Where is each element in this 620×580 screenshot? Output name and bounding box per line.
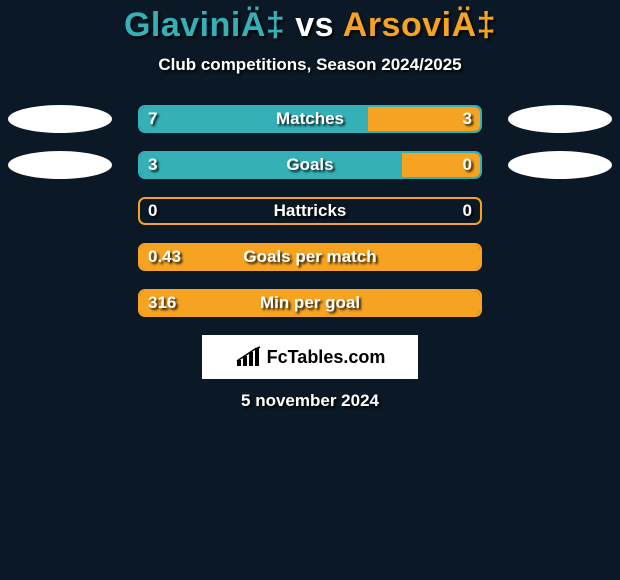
player1-name: GlaviniÄ‡ xyxy=(124,6,285,44)
stat-row: Matches7 3 xyxy=(0,105,620,133)
stat-bar: Goals per match0.43 xyxy=(138,243,482,271)
stat-value-left: 0 xyxy=(148,197,157,225)
subtitle: Club competitions, Season 2024/2025 xyxy=(0,55,620,75)
player1-badge xyxy=(8,151,112,179)
stat-value-left: 316 xyxy=(148,289,176,317)
barchart-icon xyxy=(235,346,261,368)
stat-value-right: 0 xyxy=(463,197,472,225)
player2-badge xyxy=(508,151,612,179)
comparison-card: GlaviniÄ‡ vs ArsoviÄ‡ Club competitions,… xyxy=(0,0,620,411)
stat-label: Matches xyxy=(138,105,482,133)
stat-row: Hattricks0 0 xyxy=(0,197,620,225)
page-title: GlaviniÄ‡ vs ArsoviÄ‡ xyxy=(0,6,620,45)
stat-label: Goals per match xyxy=(138,243,482,271)
title-vs: vs xyxy=(295,6,334,44)
stat-label: Goals xyxy=(138,151,482,179)
stat-label: Hattricks xyxy=(138,197,482,225)
stat-value-left: 3 xyxy=(148,151,157,179)
stat-row: Min per goal316 xyxy=(0,289,620,317)
stat-row: Goals3 0 xyxy=(0,151,620,179)
player1-badge xyxy=(8,105,112,133)
player2-name: ArsoviÄ‡ xyxy=(343,6,496,44)
stat-bar: Hattricks0 0 xyxy=(138,197,482,225)
player2-badge xyxy=(508,105,612,133)
stat-label: Min per goal xyxy=(138,289,482,317)
stat-value-right: 3 xyxy=(463,105,472,133)
footer-date: 5 november 2024 xyxy=(0,391,620,411)
stat-value-left: 7 xyxy=(148,105,157,133)
stat-rows: Matches73Goals30Hattricks00Goals per mat… xyxy=(0,105,620,317)
stat-bar: Matches7 3 xyxy=(138,105,482,133)
stat-bar: Goals3 0 xyxy=(138,151,482,179)
footer-logo: FcTables.com xyxy=(202,335,418,379)
stat-value-left: 0.43 xyxy=(148,243,181,271)
footer-logo-text: FcTables.com xyxy=(267,347,386,368)
stat-bar: Min per goal316 xyxy=(138,289,482,317)
stat-value-right: 0 xyxy=(463,151,472,179)
stat-row: Goals per match0.43 xyxy=(0,243,620,271)
